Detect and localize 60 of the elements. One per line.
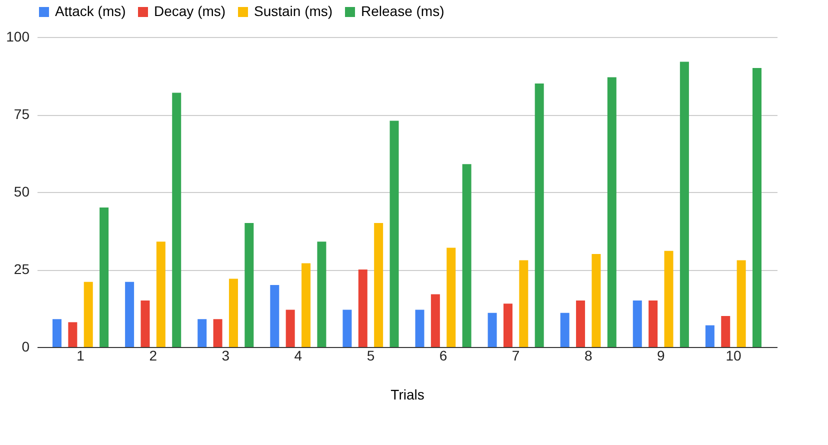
bar	[244, 223, 254, 347]
y-tick-label: 100	[6, 28, 30, 44]
y-tick-label: 0	[22, 338, 30, 354]
y-tick-label: 25	[14, 261, 30, 277]
bar	[172, 92, 182, 347]
x-axis-title: Trials	[390, 386, 424, 402]
bar	[462, 164, 472, 347]
x-tick-label: 7	[512, 348, 520, 364]
x-tick-label: 10	[726, 348, 742, 364]
bar	[534, 84, 544, 347]
bar	[270, 285, 280, 347]
bar	[592, 254, 601, 347]
bar	[52, 319, 62, 347]
bar	[752, 68, 762, 347]
legend-label: Decay (ms)	[154, 3, 226, 19]
bar	[560, 312, 570, 347]
bar	[446, 248, 456, 347]
bar	[664, 250, 674, 347]
bar	[648, 300, 658, 347]
x-tick-label: 1	[76, 348, 85, 364]
bar	[488, 312, 497, 347]
bar	[430, 294, 440, 347]
bar	[68, 322, 78, 347]
bar	[576, 300, 586, 347]
legend-label: Release (ms)	[361, 3, 444, 19]
bar	[519, 260, 528, 347]
bar	[390, 120, 399, 347]
bar	[736, 260, 746, 347]
x-tick-label: 3	[222, 348, 230, 364]
bar	[607, 77, 616, 347]
y-tick-label: 75	[14, 106, 30, 122]
x-tick-label: 8	[584, 348, 592, 364]
bar	[228, 278, 238, 347]
bar	[100, 208, 109, 347]
bar	[632, 300, 642, 347]
bar	[198, 319, 207, 347]
bar	[503, 304, 512, 347]
x-tick-label: 4	[294, 348, 302, 364]
bar	[358, 270, 368, 347]
x-tick-label: 5	[366, 348, 375, 364]
bar	[213, 319, 222, 347]
bar	[374, 223, 384, 347]
bar	[317, 242, 326, 347]
legend-label: Sustain (ms)	[254, 3, 333, 19]
bar	[125, 282, 134, 347]
bar	[286, 310, 295, 347]
bar	[302, 263, 311, 347]
bar	[140, 300, 150, 347]
bar	[156, 242, 166, 347]
bar	[415, 310, 424, 347]
x-tick-label: 2	[149, 348, 158, 364]
bar	[705, 325, 714, 347]
x-tick-label: 6	[439, 348, 448, 364]
y-tick-label: 50	[14, 184, 30, 200]
bar	[680, 62, 689, 347]
bar	[721, 316, 730, 347]
bar	[84, 282, 93, 347]
bar	[342, 310, 352, 347]
x-tick-label: 9	[657, 348, 666, 364]
legend-label: Attack (ms)	[55, 3, 126, 19]
